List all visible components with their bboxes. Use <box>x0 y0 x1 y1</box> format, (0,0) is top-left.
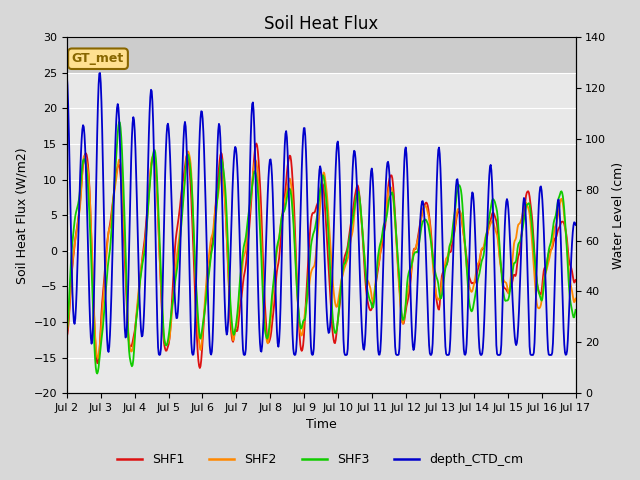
X-axis label: Time: Time <box>306 419 337 432</box>
Text: GT_met: GT_met <box>72 52 124 65</box>
Legend: SHF1, SHF2, SHF3, depth_CTD_cm: SHF1, SHF2, SHF3, depth_CTD_cm <box>112 448 528 471</box>
Bar <box>67 37 575 73</box>
Y-axis label: Soil Heat Flux (W/m2): Soil Heat Flux (W/m2) <box>15 147 28 284</box>
Y-axis label: Water Level (cm): Water Level (cm) <box>612 162 625 269</box>
Title: Soil Heat Flux: Soil Heat Flux <box>264 15 378 33</box>
